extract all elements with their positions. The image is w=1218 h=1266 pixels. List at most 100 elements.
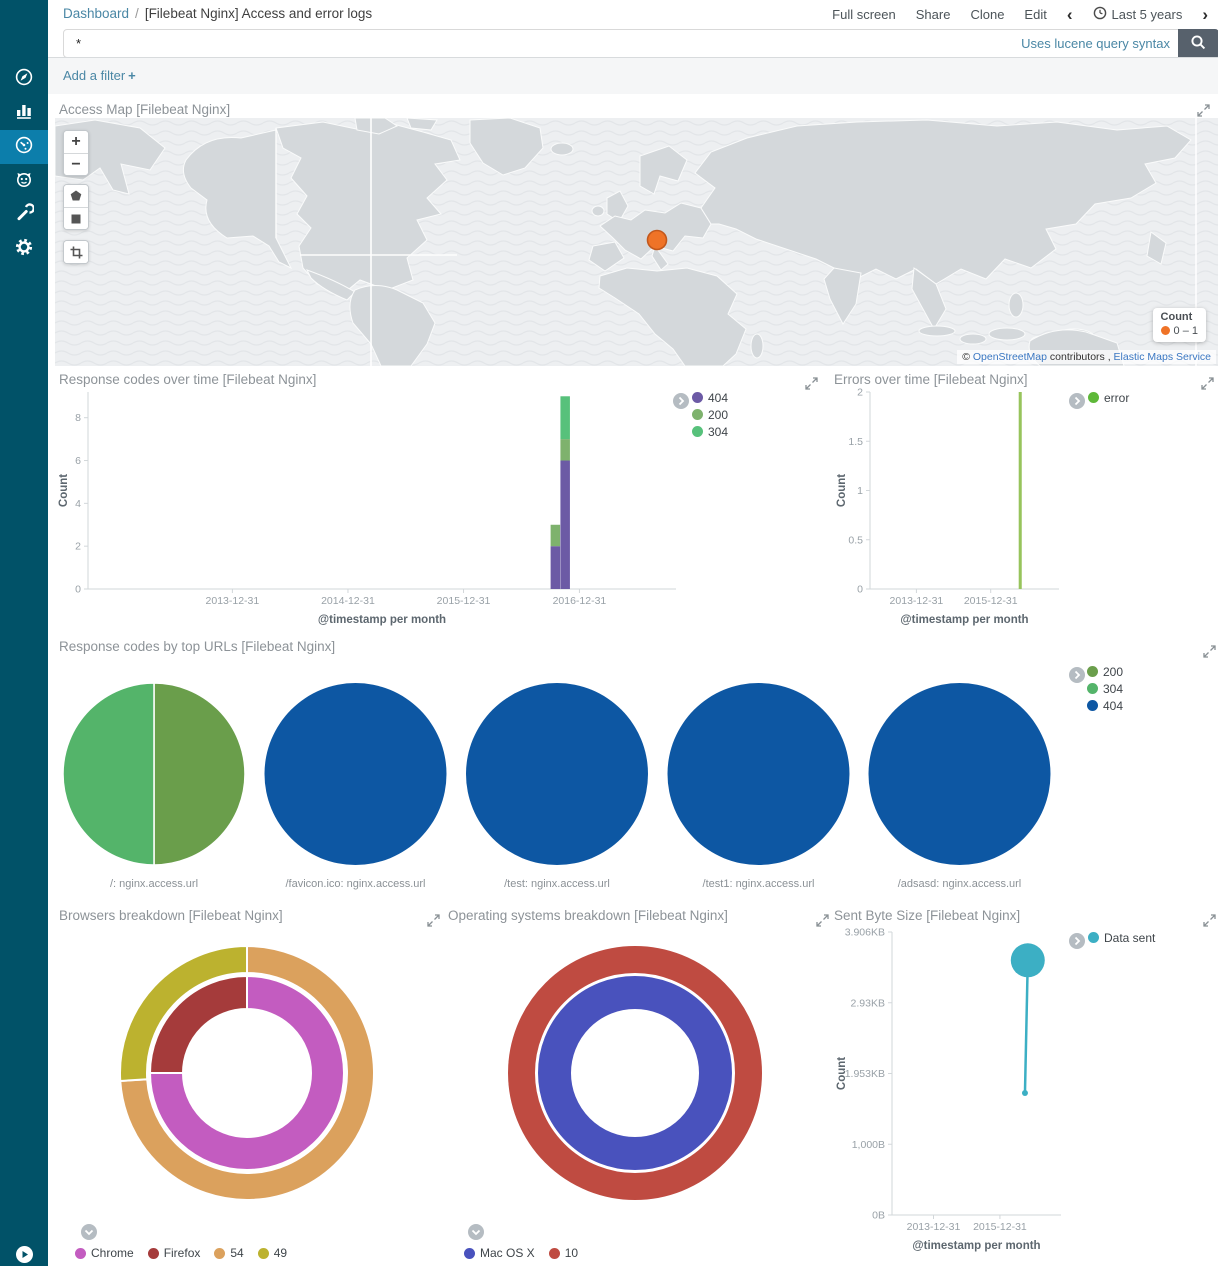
- legend-label: Data sent: [1104, 930, 1156, 945]
- bar-segment[interactable]: [560, 439, 570, 461]
- search-icon: [1190, 34, 1207, 54]
- tick-label: 2015-12-31: [437, 595, 491, 607]
- legend-item[interactable]: 304: [692, 423, 728, 440]
- expand-icon[interactable]: [427, 914, 440, 932]
- edit-button[interactable]: Edit: [1024, 7, 1047, 22]
- legend-toggle-icon[interactable]: [1069, 933, 1085, 954]
- full-screen-button[interactable]: Full screen: [832, 7, 896, 22]
- donut-slice[interactable]: [148, 974, 248, 1074]
- tick-label: /: nginx.access.url: [110, 878, 198, 890]
- pie-slice[interactable]: [62, 682, 155, 866]
- legend-item[interactable]: 304: [1087, 680, 1123, 697]
- legend-item[interactable]: 404: [692, 389, 728, 406]
- world-map[interactable]: [55, 118, 1218, 366]
- pie-slice[interactable]: [264, 683, 447, 865]
- breadcrumb-dashboard-link[interactable]: Dashboard: [63, 6, 130, 21]
- donut-slice[interactable]: [148, 974, 345, 1171]
- expand-icon[interactable]: [1203, 645, 1216, 663]
- zoom-out-button[interactable]: −: [64, 153, 88, 175]
- legend-item[interactable]: 200: [1087, 663, 1123, 680]
- legend-label: 404: [1103, 698, 1124, 713]
- legend-toggle-icon[interactable]: [468, 1224, 484, 1245]
- map-crop-control: [63, 240, 89, 264]
- panel-title: Response codes over time [Filebeat Nginx…: [59, 372, 317, 387]
- legend-toggle-icon[interactable]: [673, 393, 689, 414]
- legend-item[interactable]: Firefox: [147, 1246, 200, 1260]
- sidebar-item-discover[interactable]: [0, 62, 48, 96]
- expand-icon[interactable]: [1201, 377, 1214, 395]
- bar-segment[interactable]: [560, 460, 570, 589]
- legend-item[interactable]: Mac OS X: [464, 1246, 535, 1260]
- bar-chart-icon: [14, 101, 34, 126]
- sidebar-item-management[interactable]: [0, 232, 48, 266]
- time-picker-button[interactable]: Last 5 years: [1093, 6, 1182, 23]
- legend-item[interactable]: error: [1088, 389, 1129, 406]
- polygon-tool-button[interactable]: [64, 185, 88, 207]
- bar-segment[interactable]: [560, 396, 570, 440]
- map-marker[interactable]: [646, 229, 668, 251]
- sidebar-item-visualize[interactable]: [0, 96, 48, 130]
- line-series[interactable]: [1023, 960, 1030, 1094]
- pie-slice[interactable]: [868, 683, 1051, 865]
- share-button[interactable]: Share: [915, 7, 951, 22]
- bar-segment[interactable]: [550, 524, 561, 547]
- crop-tool-button[interactable]: [64, 241, 88, 263]
- expand-icon[interactable]: [816, 914, 829, 932]
- panel-os: Operating systems breakdown [Filebeat Ng…: [444, 905, 833, 1266]
- time-next-button[interactable]: ›: [1202, 5, 1208, 24]
- legend-toggle-icon[interactable]: [81, 1224, 97, 1245]
- legend-item[interactable]: 404: [1087, 697, 1123, 714]
- bar-segment[interactable]: [1018, 392, 1022, 589]
- legend-item[interactable]: 49: [257, 1246, 287, 1260]
- legend-item[interactable]: Chrome: [75, 1246, 134, 1260]
- legend-toggle-icon[interactable]: [1069, 667, 1085, 688]
- legend-item[interactable]: 200: [692, 406, 728, 423]
- data-point[interactable]: [1021, 1090, 1028, 1097]
- panel-title: Operating systems breakdown [Filebeat Ng…: [448, 908, 728, 923]
- gauge-icon: [14, 135, 34, 160]
- donut-slice[interactable]: [119, 944, 248, 1083]
- search-input[interactable]: [64, 30, 1176, 57]
- legend-dot: [214, 1247, 226, 1259]
- tick-label: 1: [857, 485, 863, 497]
- add-filter-button[interactable]: Add a filter +: [63, 68, 136, 83]
- pie-slice[interactable]: [466, 683, 648, 865]
- donut-slice[interactable]: [119, 944, 375, 1201]
- tick-label: /test: nginx.access.url: [504, 878, 610, 890]
- sidebar-collapse-button[interactable]: [16, 1246, 33, 1263]
- tick-label: 1.953KB: [845, 1068, 885, 1080]
- donut-slice[interactable]: [508, 946, 762, 1200]
- time-prev-button[interactable]: ‹: [1066, 5, 1073, 24]
- legend-toggle-icon[interactable]: [1069, 393, 1085, 414]
- pie-slice[interactable]: [153, 682, 246, 866]
- legend-item[interactable]: 54: [214, 1246, 244, 1260]
- expand-icon[interactable]: [805, 377, 818, 395]
- donut-slice[interactable]: [538, 976, 732, 1170]
- sidebar-item-dashboard[interactable]: [0, 130, 48, 164]
- pie-slice[interactable]: [667, 683, 850, 865]
- lucene-syntax-link[interactable]: Uses lucene query syntax: [1021, 36, 1170, 51]
- search-button[interactable]: [1178, 29, 1218, 58]
- panel-access-map: Access Map [Filebeat Nginx]: [55, 96, 1218, 366]
- bar-segment[interactable]: [550, 546, 561, 589]
- zoom-in-button[interactable]: +: [64, 131, 88, 153]
- clone-button[interactable]: Clone: [970, 7, 1005, 22]
- tick-label: 8: [75, 412, 81, 424]
- ems-link[interactable]: Elastic Maps Service: [1113, 351, 1211, 363]
- tick-label: 1,000B: [852, 1139, 885, 1151]
- osm-link[interactable]: OpenStreetMap: [972, 351, 1047, 363]
- rectangle-tool-button[interactable]: [64, 207, 88, 229]
- sidebar-item-dev-tools[interactable]: [0, 198, 48, 232]
- play-circle-icon: [20, 1246, 29, 1264]
- expand-icon[interactable]: [1203, 914, 1216, 932]
- expand-icon[interactable]: [1197, 104, 1210, 122]
- legend-item[interactable]: Data sent: [1088, 929, 1155, 946]
- data-bubble[interactable]: [1010, 943, 1045, 978]
- map-attribution: © OpenStreetMap contributors , Elastic M…: [957, 350, 1216, 364]
- map-count-legend: Count 0 – 1: [1152, 308, 1206, 342]
- legend-item[interactable]: 10: [548, 1246, 578, 1260]
- legend-label: error: [1104, 390, 1130, 405]
- wrench-icon: [14, 202, 35, 228]
- sidebar-item-timelion[interactable]: [0, 164, 48, 198]
